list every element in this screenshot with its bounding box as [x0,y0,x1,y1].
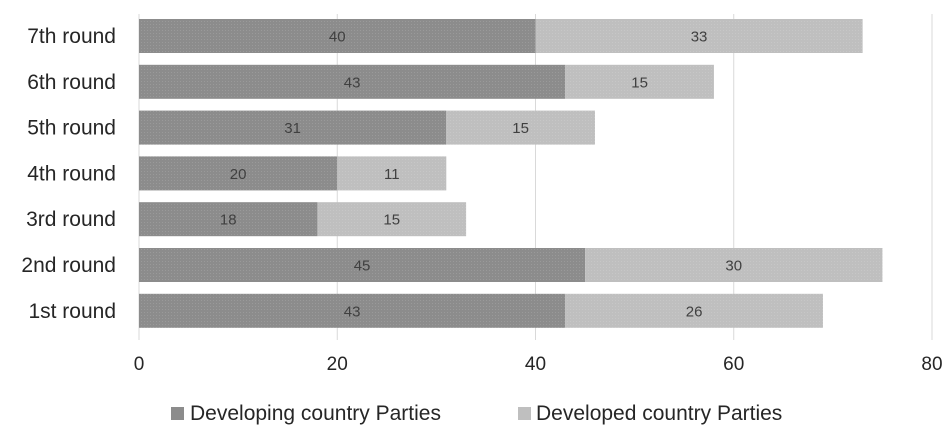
bar-texture-overlay [139,156,338,191]
category-label: 1st round [28,300,116,323]
data-label: 40 [329,29,346,46]
x-tick-label: 80 [921,354,942,375]
category-label: 7th round [27,25,116,48]
data-label: 11 [384,166,400,183]
data-label: 15 [512,120,529,137]
category-label: 2nd round [21,254,116,277]
category-label: 3rd round [26,208,116,231]
bar-texture-overlay [139,19,536,53]
data-label: 15 [383,212,400,229]
category-axis-labels: 7th round 6th round 5th round 4th round 3rd … [21,25,116,323]
category-label: 6th round [27,71,116,94]
legend-swatch-developed [518,407,531,420]
bar-texture-overlay [139,293,566,328]
data-label: 20 [230,166,247,183]
data-label: 43 [344,303,361,320]
x-tick-label: 0 [134,354,145,375]
legend-label-developing: Developing country Parties [190,402,441,425]
bar-texture-overlay [139,64,566,99]
data-labels: 40 33 43 15 31 15 20 11 18 15 45 30 43 26 [220,29,742,321]
data-label: 33 [691,29,708,46]
bar-texture-overlay [139,110,447,145]
bar-texture-overlay [535,19,863,53]
data-label: 18 [220,212,237,229]
data-label: 26 [686,303,703,320]
data-label: 45 [354,258,371,275]
legend-swatch-developing [171,407,184,420]
bars [139,19,883,328]
legend: Developing country Parties Developed coun… [171,402,782,425]
x-tick-label: 20 [327,354,348,375]
bar-texture-overlay [337,156,447,191]
category-label: 5th round [27,117,116,140]
value-axis-tick-labels: 0 20 40 60 80 [134,354,943,375]
category-label: 4th round [27,162,116,185]
data-label: 43 [344,74,361,91]
bar-texture-overlay [139,202,318,237]
bar-texture-overlay [317,202,467,237]
bar-texture-overlay [565,293,823,328]
data-label: 31 [284,120,301,137]
data-label: 30 [725,258,742,275]
data-label: 15 [631,74,648,91]
bar-texture-overlay [565,64,714,99]
x-tick-label: 60 [723,354,744,375]
bar-texture-overlay [139,248,586,282]
legend-label-developed: Developed country Parties [536,402,782,425]
x-tick-label: 40 [525,354,546,375]
bar-texture-overlay [446,110,595,145]
bar-texture-overlay [585,248,883,282]
